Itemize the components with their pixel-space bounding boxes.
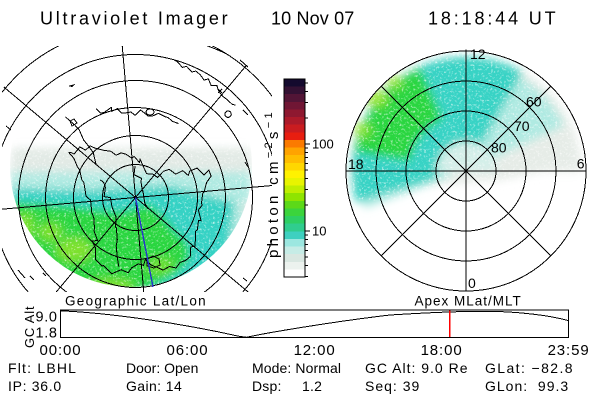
svg-text:photon cm−2s−1: photon cm−2s−1: [263, 109, 282, 258]
svg-text:Geographic Lat/Lon: Geographic Lat/Lon: [65, 294, 207, 309]
svg-text:06:00: 06:00: [166, 342, 208, 359]
svg-text:18:18:44 UT: 18:18:44 UT: [428, 9, 559, 29]
svg-text:18:00: 18:00: [421, 342, 463, 359]
svg-text:GLat: −82.8: GLat: −82.8: [485, 360, 574, 376]
svg-text:70: 70: [514, 118, 530, 134]
svg-text:Mode: Normal: Mode: Normal: [252, 360, 341, 376]
svg-text:80: 80: [491, 140, 507, 156]
svg-text:Seq: 39: Seq: 39: [365, 378, 420, 394]
svg-text:Apex MLat/MLT: Apex MLat/MLT: [415, 294, 522, 309]
svg-text:GLon: 99.3: GLon: 99.3: [485, 378, 569, 394]
svg-text:GC Alt: GC Alt: [22, 306, 37, 348]
svg-text:12: 12: [470, 46, 486, 62]
svg-text:9.0: 9.0: [36, 309, 58, 325]
svg-text:23:59: 23:59: [548, 342, 590, 359]
svg-text:Gain: 14: Gain: 14: [126, 378, 182, 394]
svg-text:100: 100: [312, 137, 334, 152]
svg-text:Flt: LBHL: Flt: LBHL: [8, 360, 77, 376]
svg-text:1.8: 1.8: [36, 326, 58, 342]
svg-text:00:00: 00:00: [39, 342, 81, 359]
svg-text:0: 0: [468, 275, 476, 291]
svg-text:Door: Open: Door: Open: [126, 360, 198, 376]
svg-text:6: 6: [577, 156, 585, 172]
svg-text:10: 10: [312, 224, 326, 239]
svg-text:60: 60: [526, 94, 542, 110]
svg-text:Ultraviolet Imager: Ultraviolet Imager: [40, 9, 230, 29]
svg-text:IP: 36.0: IP: 36.0: [8, 378, 62, 394]
svg-text:Dsp: 1.2: Dsp: 1.2: [252, 378, 322, 394]
svg-text:18: 18: [348, 156, 364, 172]
svg-text:12:00: 12:00: [294, 342, 336, 359]
svg-text:10 Nov 07: 10 Nov 07: [271, 9, 354, 29]
svg-text:GC Alt: 9.0 Re: GC Alt: 9.0 Re: [365, 360, 468, 376]
